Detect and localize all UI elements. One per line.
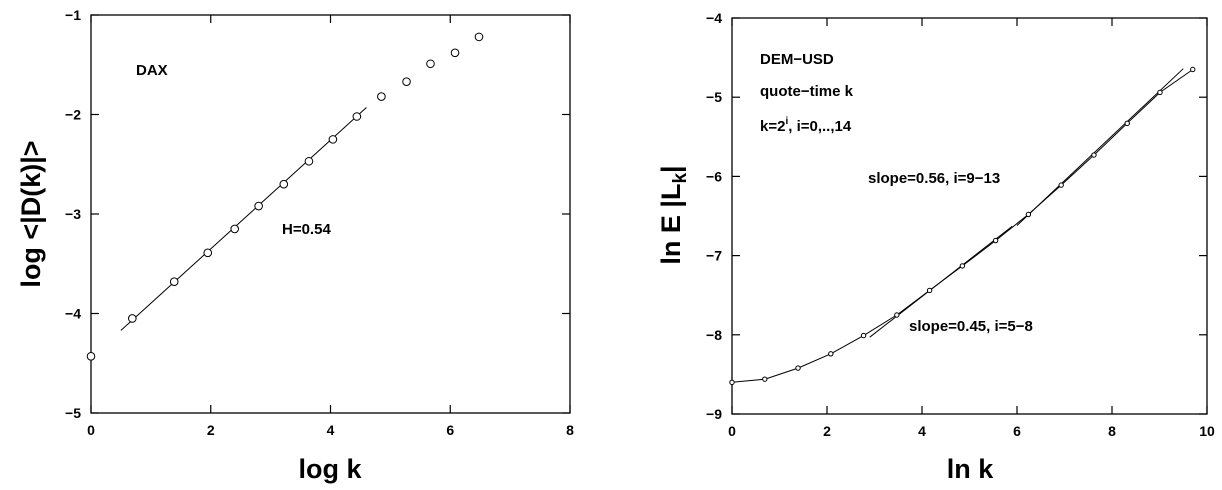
data-point — [203, 248, 213, 258]
data-points-left — [86, 32, 484, 361]
x-tick-label-left: 8 — [566, 422, 574, 438]
data-point — [402, 77, 411, 86]
data-point — [1025, 211, 1032, 218]
k-definition-label: k=2i, i=0,..,14 — [760, 116, 852, 135]
k-def-suffix: , i=0,..,14 — [788, 118, 852, 135]
y-tick-label-left: −3 — [65, 206, 81, 222]
data-points-right — [729, 66, 1196, 386]
data-point — [279, 179, 289, 189]
k-def-prefix: k=2 — [760, 118, 785, 135]
fit-line-segment — [120, 107, 367, 331]
x-axis-title-right: ln k — [947, 454, 994, 484]
chart-dax: 0 2 4 6 8 −5 −4 −3 −2 −1 DAX H=0.54 log k log <|D… — [16, 7, 574, 484]
y-tick-label-right: −8 — [706, 327, 722, 343]
data-point — [926, 287, 933, 294]
data-point — [474, 32, 484, 42]
axis-ticks-right: 0 2 4 6 8 10 −9 −8 −7 −6 −5 −4 — [706, 10, 1215, 439]
x-tick-label-left: 0 — [87, 422, 95, 438]
slope-low-label: slope=0.45, i=5−8 — [909, 318, 1033, 335]
data-point — [450, 48, 460, 58]
data-point — [795, 365, 801, 371]
y-tick-label-left: −4 — [65, 306, 81, 322]
data-point — [1124, 120, 1130, 127]
x-tick-label-left: 6 — [446, 422, 454, 438]
data-point — [1091, 152, 1097, 158]
x-tick-label-right: 8 — [1108, 423, 1116, 439]
x-tick-label-left: 2 — [207, 422, 215, 438]
data-point — [1190, 66, 1196, 73]
data-point — [828, 351, 834, 357]
series-line-right — [731, 69, 1194, 383]
y-tick-label-left: −1 — [65, 7, 81, 23]
data-point — [328, 135, 338, 144]
y-axis-title-right-subscript: k — [670, 173, 691, 184]
data-point — [1157, 89, 1163, 96]
data-point — [959, 263, 966, 269]
data-point — [304, 156, 314, 166]
dem-usd-label: DEM−USD — [760, 51, 834, 68]
data-point — [992, 237, 999, 244]
data-point — [860, 332, 867, 339]
x-axis-title-left: log k — [298, 454, 362, 484]
data-point — [1058, 182, 1064, 188]
plot-frame-right — [731, 17, 1208, 415]
y-tick-label-right: −7 — [706, 248, 722, 264]
y-tick-label-left: −2 — [65, 107, 81, 123]
data-point — [729, 379, 735, 386]
data-point — [894, 312, 900, 318]
x-tick-label-left: 4 — [327, 422, 335, 438]
x-tick-label-right: 0 — [728, 423, 736, 439]
y-tick-label-right: −6 — [706, 168, 722, 184]
data-point — [230, 224, 239, 234]
axis-ticks-left: 0 2 4 6 8 −5 −4 −3 −2 −1 — [65, 7, 574, 438]
data-point — [86, 351, 96, 361]
fit-lines-right — [869, 68, 1184, 338]
fit-line-left — [120, 107, 367, 331]
data-point — [128, 314, 137, 323]
data-point — [352, 112, 362, 121]
y-axis-title-right: ln E |Lk| — [656, 165, 691, 264]
y-axis-title-left: log <|D(k)|> — [16, 140, 46, 287]
y-axis-title-right-bar: | — [656, 165, 686, 173]
series-curve — [731, 69, 1194, 383]
y-tick-label-right: −9 — [706, 406, 722, 422]
slope-high-label: slope=0.56, i=9−13 — [868, 170, 1000, 187]
data-point — [762, 376, 768, 382]
dax-label: DAX — [136, 62, 168, 79]
hurst-label: H=0.54 — [282, 221, 331, 238]
x-tick-label-right: 10 — [1199, 423, 1215, 439]
k-def-sup: i — [785, 116, 788, 127]
y-tick-label-right: −4 — [706, 10, 722, 26]
x-tick-label-right: 4 — [918, 423, 926, 439]
data-point — [426, 59, 435, 69]
y-tick-label-left: −5 — [65, 405, 81, 421]
quote-time-label: quote−time k — [760, 83, 854, 100]
chart-dem-usd: 0 2 4 6 8 10 −9 −8 −7 −6 −5 −4 DEM−USD quote−time k… — [656, 10, 1215, 484]
x-tick-label-right: 2 — [823, 423, 831, 439]
data-point — [377, 92, 386, 101]
data-point — [254, 201, 263, 211]
data-point — [169, 277, 179, 286]
y-tick-label-right: −5 — [706, 89, 722, 105]
x-tick-label-right: 6 — [1013, 423, 1021, 439]
